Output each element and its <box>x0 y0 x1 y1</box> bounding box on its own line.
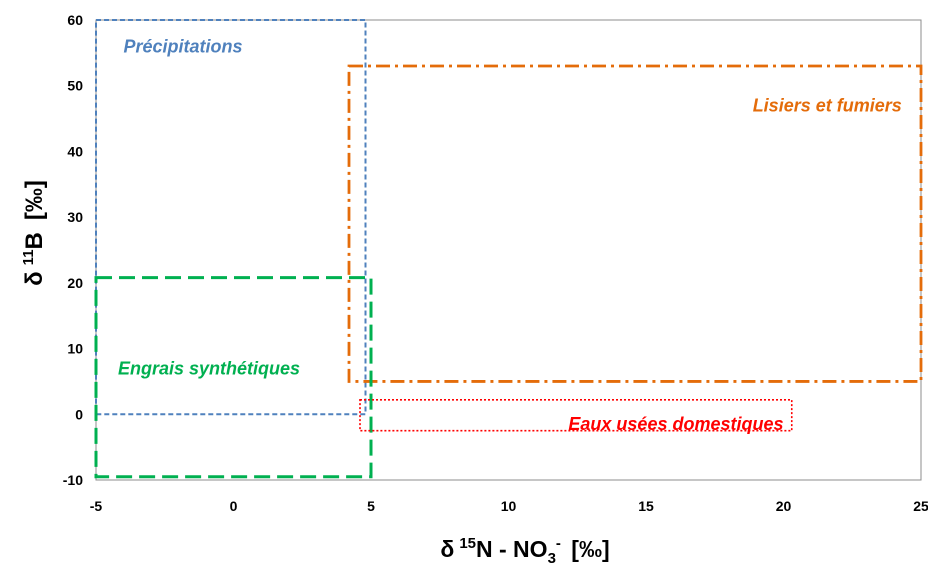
x-tick-label: -5 <box>90 498 103 514</box>
x-tick-label: 25 <box>913 498 928 514</box>
x-tick-label: 5 <box>367 498 375 514</box>
zone-label-engrais-synthetiques: Engrais synthétiques <box>118 358 300 378</box>
y-tick-label: 60 <box>67 12 83 28</box>
y-tick-label: -10 <box>63 472 83 488</box>
x-tick-label: 15 <box>638 498 654 514</box>
y-axis-label: δ11B[‰] <box>20 180 48 286</box>
zone-lisiers-et-fumiers <box>347 64 923 383</box>
x-tick-label: 10 <box>501 498 517 514</box>
zone-precipitations <box>95 19 367 416</box>
zones: Précipitations Lisiers et fumiers Engrais … <box>94 19 923 479</box>
zone-label-lisiers-et-fumiers: Lisiers et fumiers <box>753 95 902 115</box>
zone-engrais-synthetiques <box>94 276 373 479</box>
x-tick-label: 0 <box>230 498 238 514</box>
y-tick-label: 10 <box>67 341 83 357</box>
y-tick-label: 30 <box>67 209 83 225</box>
y-tick-label: 40 <box>67 143 83 159</box>
y-tick-label: 50 <box>67 78 83 94</box>
zone-label-precipitations: Précipitations <box>124 36 243 56</box>
y-tick-label: 0 <box>75 406 83 422</box>
zone-label-eaux-usees-domestiques: Eaux usées domestiques <box>568 414 783 434</box>
y-tick-label: 20 <box>67 275 83 291</box>
plot-frame <box>95 19 922 481</box>
tick-labels: -5 0 5 10 15 20 25 -10 0 10 20 30 40 50 60 <box>63 12 928 514</box>
axes <box>95 19 922 481</box>
x-axis-label: δ 15N - NO3- [‰] <box>440 535 609 564</box>
x-tick-label: 20 <box>776 498 792 514</box>
zone-eaux-usees-domestiques <box>359 399 793 432</box>
